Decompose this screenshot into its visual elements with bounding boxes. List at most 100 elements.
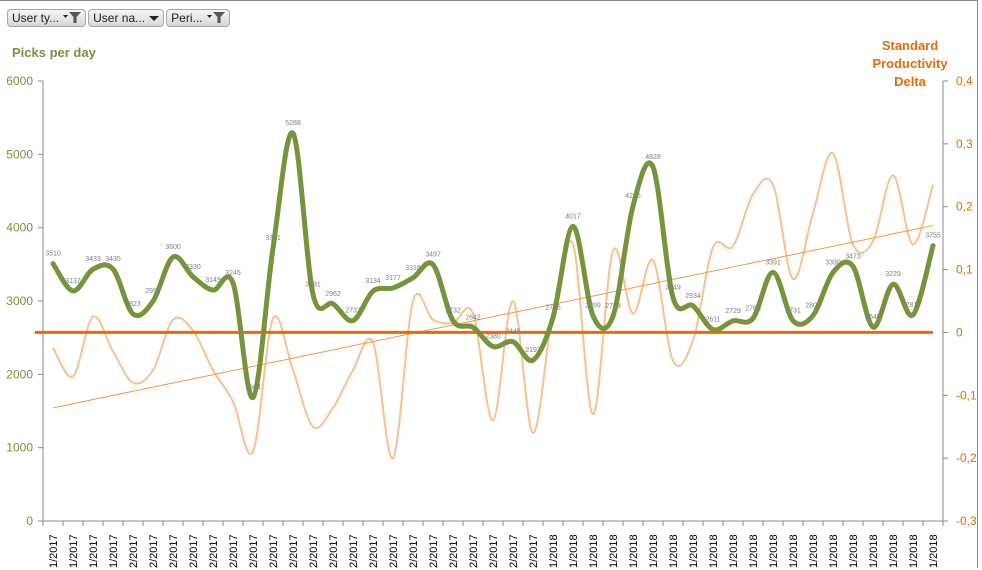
x-axis-category-label: 2/2017	[488, 534, 500, 568]
picks-data-label: 2732	[445, 308, 461, 315]
filter-label: User ty...	[12, 11, 60, 25]
picks-data-label: 2731	[785, 308, 801, 315]
right-axis-tick-label: 0,1	[956, 263, 973, 277]
picks-data-label: 4295	[625, 193, 641, 200]
x-axis-category-label: 1/2018	[628, 534, 640, 568]
x-axis-category-label: 2/2017	[228, 534, 240, 568]
picks-data-label: 3755	[925, 233, 941, 240]
picks-data-label: 2732	[345, 308, 361, 315]
right-axis-tick-label: -0,1	[956, 388, 977, 402]
x-axis-category-label: 2/2017	[248, 534, 260, 568]
filter-button-user-name[interactable]: User na...	[88, 9, 165, 27]
x-axis-category-label: 1/2018	[648, 534, 660, 568]
picks-data-label: 3049	[665, 284, 681, 291]
x-axis-category-label: 1/2017	[88, 534, 100, 568]
picks-data-label: 3435	[105, 256, 121, 263]
picks-data-label: 2962	[325, 291, 341, 298]
x-axis-category-label: 1/2018	[568, 534, 580, 568]
picks-data-label: 3497	[425, 252, 441, 259]
right-axis-tick-label: 0	[956, 325, 963, 339]
picks-data-label: 3510	[45, 251, 61, 258]
x-axis-category-label: 1/2018	[548, 534, 560, 568]
x-axis-category-label: 2/2017	[528, 534, 540, 568]
picks-data-label: 3245	[225, 270, 241, 277]
x-axis-category-label: 1/2018	[868, 534, 880, 568]
picks-data-label: 2776	[545, 304, 561, 311]
picks-data-label: 3600	[165, 244, 181, 251]
picks-data-label: 3134	[365, 278, 381, 285]
picks-data-label: 2642	[465, 314, 481, 321]
picks-data-label: 2763	[745, 305, 761, 312]
left-axis-tick-label: 4000	[6, 221, 33, 235]
filter-label: Peri...	[171, 11, 203, 25]
x-axis-category-label: 1/2017	[108, 534, 120, 568]
x-axis-category-label: 1/2018	[608, 534, 620, 568]
x-axis-category-label: 2/2017	[168, 534, 180, 568]
filter-bar: User ty... User na... Peri...	[7, 9, 230, 27]
x-axis-category-label: 1/2017	[68, 534, 80, 568]
x-axis-category-label: 1/2018	[828, 534, 840, 568]
right-axis-tick-label: -0,2	[956, 451, 977, 465]
picks-data-label: 3473	[845, 253, 861, 260]
x-axis-category-label: 1/2018	[928, 534, 940, 568]
picks-data-label: 2799	[585, 303, 601, 310]
picks-data-label: 4017	[565, 213, 581, 220]
x-axis-category-label: 2/2017	[468, 534, 480, 568]
filter-label: User na...	[93, 11, 146, 25]
picks-data-label: 2793	[605, 303, 621, 310]
right-axis-tick-label: 0,3	[956, 137, 973, 151]
x-axis-category-label: 1/2018	[728, 534, 740, 568]
left-axis-tick-label: 1000	[6, 441, 33, 455]
picks-data-label: 1684	[245, 385, 261, 392]
picks-data-label: 2193	[525, 347, 541, 354]
right-axis-title: Standard Productivity Delta	[872, 38, 948, 89]
left-axis-tick-label: 5000	[6, 147, 33, 161]
picks-data-label: 2934	[685, 293, 701, 300]
picks-data-label: 2997	[145, 288, 161, 295]
filter-button-period[interactable]: Peri...	[166, 9, 230, 27]
picks-data-label: 3229	[885, 271, 901, 278]
picks-data-label: 3330	[185, 264, 201, 271]
x-axis-category-label: 1/2018	[748, 534, 760, 568]
picks-data-label: 4828	[645, 154, 661, 161]
left-axis-tick-label: 6000	[6, 74, 33, 88]
x-axis-category-label: 2/2017	[308, 534, 320, 568]
picks-data-label: 5288	[285, 120, 301, 127]
x-axis-category-label: 1/2018	[788, 534, 800, 568]
x-axis-category-label: 1/2018	[708, 534, 720, 568]
picks-data-label: 2380	[485, 333, 501, 340]
picks-data-label: 3390	[825, 259, 841, 266]
picks-data-label: 2445	[505, 329, 521, 336]
left-axis-title: Picks per day	[12, 45, 96, 60]
x-axis-category-label: 1/2018	[688, 534, 700, 568]
picks-data-label: 3177	[385, 275, 401, 282]
x-axis-category-label: 2/2017	[428, 534, 440, 568]
picks-data-label: 3149	[205, 277, 221, 284]
picks-data-label: 3137	[65, 278, 81, 285]
picks-data-label: 3391	[765, 259, 781, 266]
x-axis-category-label: 2/2017	[328, 534, 340, 568]
x-axis-category-label: 2/2017	[408, 534, 420, 568]
picks-data-label: 3721	[265, 235, 281, 242]
picks-data-label: 2801	[805, 303, 821, 310]
x-axis-category-label: 2/2017	[188, 534, 200, 568]
right-axis-tick-label: 0,4	[956, 74, 973, 88]
delta-series-line	[52, 152, 934, 460]
picks-data-label: 2611	[705, 317, 720, 324]
x-axis-category-label: 2/2017	[388, 534, 400, 568]
left-axis-tick-label: 3000	[6, 294, 33, 308]
x-axis-category-label: 2/2017	[208, 534, 220, 568]
x-axis-category-label: 1/2018	[768, 534, 780, 568]
delta-trendline	[52, 225, 934, 409]
filter-button-user-type[interactable]: User ty...	[7, 9, 87, 27]
left-axis-tick-label: 0	[26, 514, 33, 528]
picks-data-label: 2823	[125, 301, 141, 308]
right-axis-tick-label: -0,3	[956, 514, 977, 528]
right-axis-tick-label: 0,2	[956, 200, 973, 214]
filter-active-icon	[63, 11, 82, 26]
x-axis-category-label: 1/2018	[668, 534, 680, 568]
x-axis-category-label: 1/2018	[808, 534, 820, 568]
x-axis-category-label: 2/2017	[128, 534, 140, 568]
